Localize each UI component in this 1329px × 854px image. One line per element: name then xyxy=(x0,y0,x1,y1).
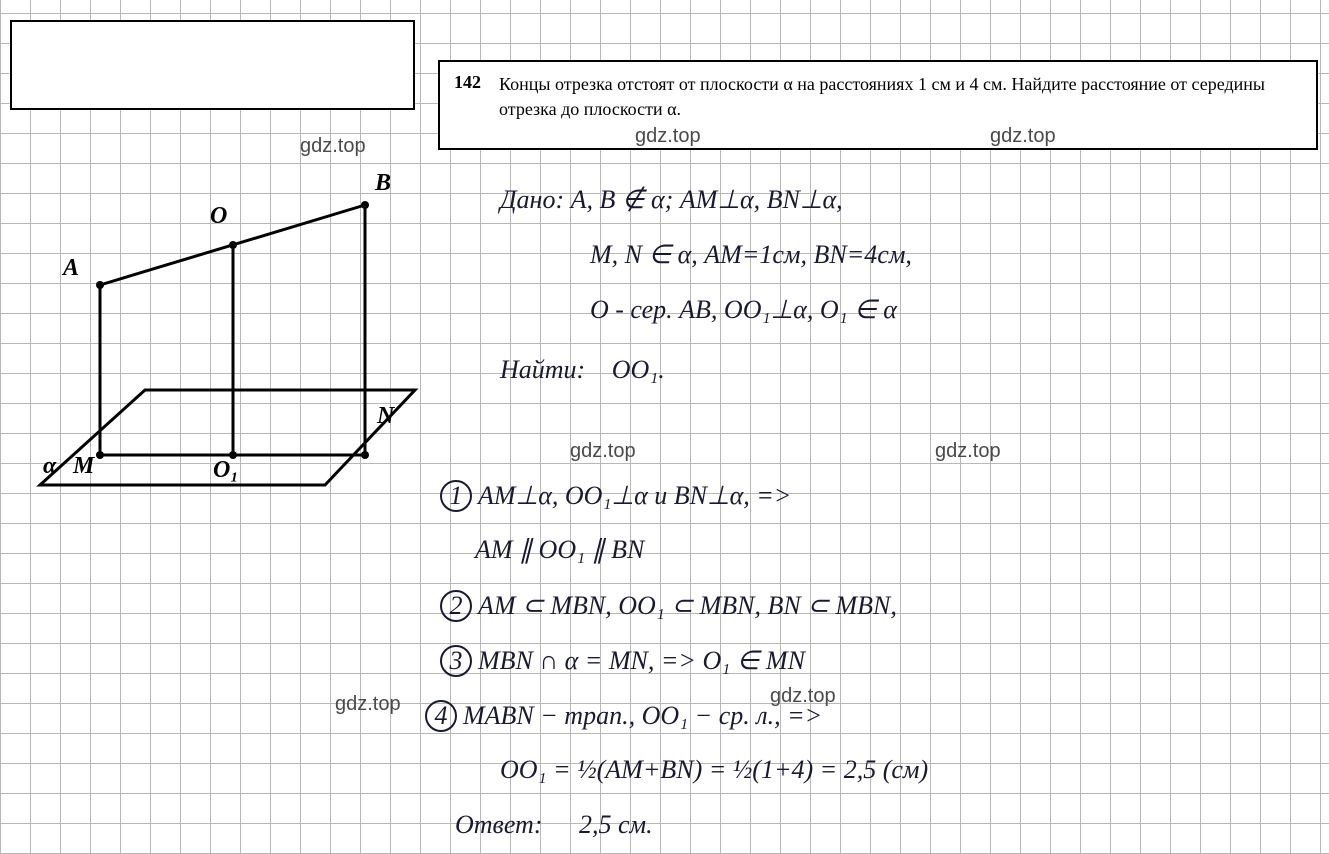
find-line: Найти: OO₁. xyxy=(500,355,665,385)
vertex-N: N xyxy=(377,403,394,430)
given-line-2: M, N ∈ α, AM=1см, BN=4см, xyxy=(590,240,912,270)
step-number-icon: 1 xyxy=(440,480,472,512)
plane-alpha: α xyxy=(43,453,56,480)
vertex-O1: O₁ xyxy=(213,457,239,484)
watermark: gdz.top xyxy=(635,125,701,148)
problem-statement-box: 142 Концы отрезка отстоят от плоскости α… xyxy=(438,60,1318,150)
watermark: gdz.top xyxy=(935,440,1001,463)
step-number-icon: 2 xyxy=(440,590,472,622)
watermark: gdz.top xyxy=(990,125,1056,148)
problem-text: Концы отрезка отстоят от плоскости α на … xyxy=(499,72,1302,122)
step-4: 4MABN − трап., OO₁ − ср. л., => xyxy=(425,700,822,732)
watermark: gdz.top xyxy=(335,693,401,716)
step-number-icon: 3 xyxy=(440,645,472,677)
step-1b: AM ∥ OO₁ ∥ BN xyxy=(475,535,644,565)
step-number-icon: 4 xyxy=(425,700,457,732)
vertex-A: A xyxy=(63,255,79,282)
vertex-O: O xyxy=(210,203,227,230)
step-1: 1AM⊥α, OO₁⊥α и BN⊥α, => xyxy=(440,480,791,512)
step-2: 2AM ⊂ MBN, OO₁ ⊂ MBN, BN ⊂ MBN, xyxy=(440,590,897,622)
given-line-3: O - сер. AB, OO₁⊥α, O₁ ∈ α xyxy=(590,295,897,325)
step-4b: OO₁ = ½(AM+BN) = ½(1+4) = 2,5 (см) xyxy=(500,755,928,785)
vertex-M: M xyxy=(73,453,94,480)
given-line-1: Дано: A, B ∉ α; AM⊥α, BN⊥α, xyxy=(500,185,843,215)
watermark: gdz.top xyxy=(570,440,636,463)
vertex-B: B xyxy=(375,170,391,197)
step-3: 3MBN ∩ α = MN, => O₁ ∈ MN xyxy=(440,645,805,677)
geometry-diagram: A B O M N O₁ α xyxy=(15,155,435,495)
problem-number: 142 xyxy=(454,72,481,93)
given-label: Дано: xyxy=(500,185,564,214)
answer-line: Ответ: 2,5 см. xyxy=(455,810,653,840)
empty-header-box xyxy=(10,20,415,110)
